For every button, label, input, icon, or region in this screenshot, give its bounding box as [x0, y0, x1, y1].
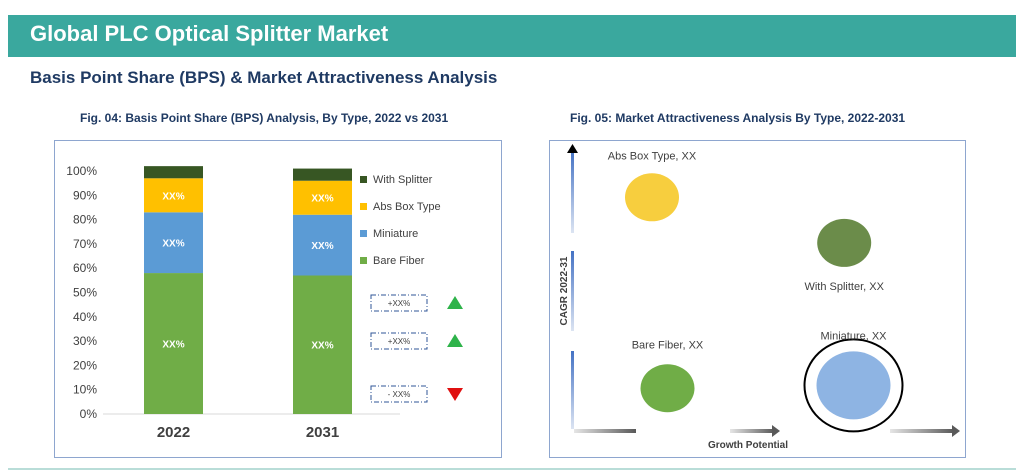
change-label: - XX% [388, 390, 411, 399]
attractiveness-chart: CAGR 2022-31 Growth Potential Abs Box Type… [559, 144, 960, 451]
y-tick-label: 0% [80, 407, 98, 421]
y-tick-label: 60% [73, 261, 97, 275]
footer-divider [8, 468, 1016, 470]
y-tick-label: 20% [73, 358, 97, 372]
x-axis-arrowhead-middle [772, 425, 780, 437]
y-axis-arrow-lower [571, 351, 574, 429]
y-axis-arrow-middle [571, 251, 574, 331]
x-axis-arrow-right [890, 429, 954, 433]
y-tick-label: 40% [73, 310, 97, 324]
change-box [370, 294, 428, 312]
header-title: Global PLC Optical Splitter Market [30, 21, 389, 46]
legend-label: Abs Box Type [373, 201, 441, 213]
bar-segment-with-splitter [293, 168, 352, 181]
fig4-title: Fig. 04: Basis Point Share (BPS) Analysi… [80, 111, 449, 125]
legend-swatch [360, 257, 367, 264]
y-tick-label: 90% [73, 188, 97, 202]
bubble-3 [816, 351, 891, 420]
bar-segment-miniature [293, 214, 352, 276]
x-category-label: 2031 [306, 424, 339, 441]
legend-swatch [360, 203, 367, 210]
x-axis-arrow-middle [730, 429, 774, 433]
bar-segment-miniature [144, 212, 203, 274]
y-tick-label: 10% [73, 383, 97, 397]
section-title: Basis Point Share (BPS) & Market Attract… [30, 68, 498, 87]
legend-label: With Splitter [373, 174, 433, 186]
x-axis-label: Growth Potential [708, 440, 788, 451]
attractiveness-chart-panel: CAGR 2022-31 Growth Potential Abs Box Type… [549, 140, 966, 458]
fig5-title: Fig. 05: Market Attractiveness Analysis … [570, 111, 906, 125]
down-arrow-icon [447, 388, 463, 401]
bar-segment-abs-box-type [144, 178, 203, 213]
bar-data-label: XX% [162, 340, 184, 351]
bar-data-label: XX% [162, 191, 184, 202]
bubble-label: Abs Box Type, XX [608, 150, 697, 162]
y-tick-label: 70% [73, 237, 97, 251]
highlight-ring [803, 338, 904, 433]
bar-data-label: XX% [311, 194, 333, 205]
bar-data-label: XX% [311, 341, 333, 352]
change-label: +XX% [388, 299, 410, 308]
change-box [370, 332, 428, 350]
y-tick-label: 30% [73, 334, 97, 348]
bubble-2 [640, 364, 695, 413]
bar-data-label: XX% [311, 241, 333, 252]
bubble-label: With Splitter, XX [804, 281, 884, 293]
y-axis-arrowhead [567, 144, 578, 153]
bar-segment-abs-box-type [293, 180, 352, 215]
bps-chart-panel: 0% 10% 20% 30% 40% 50% 60% 70% 80% 90% 100% XX% XX% X… [54, 140, 502, 458]
y-tick-label: 50% [73, 286, 97, 300]
bar-segment-with-splitter [144, 166, 203, 179]
bps-chart: 0% 10% 20% 30% 40% 50% 60% 70% 80% 90% 100% XX% XX% X… [66, 164, 463, 441]
bubble-label: Bare Fiber, XX [632, 339, 704, 351]
bubble-label: Miniature, XX [820, 330, 887, 342]
x-axis-arrowhead-right [952, 425, 960, 437]
bar-segment-bare-fiber [293, 275, 352, 414]
legend-swatch [360, 230, 367, 237]
change-box [370, 385, 428, 403]
bubble-1 [817, 218, 872, 267]
header-bar: Global PLC Optical Splitter Market [8, 15, 1016, 57]
legend-swatch [360, 176, 367, 183]
up-arrow-icon [447, 296, 463, 309]
y-axis-label: CAGR 2022-31 [559, 256, 570, 325]
legend-label: Bare Fiber [373, 255, 425, 267]
bubble-0 [625, 173, 679, 222]
y-tick-label: 100% [66, 164, 97, 178]
x-category-label: 2022 [157, 424, 190, 441]
change-label: +XX% [388, 337, 410, 346]
x-axis-arrow-left [574, 429, 636, 433]
legend-label: Miniature [373, 228, 418, 240]
bar-segment-bare-fiber [144, 273, 203, 414]
bar-data-label: XX% [162, 239, 184, 250]
y-tick-label: 80% [73, 213, 97, 227]
up-arrow-icon [447, 334, 463, 347]
y-axis-arrow-upper [571, 151, 574, 233]
